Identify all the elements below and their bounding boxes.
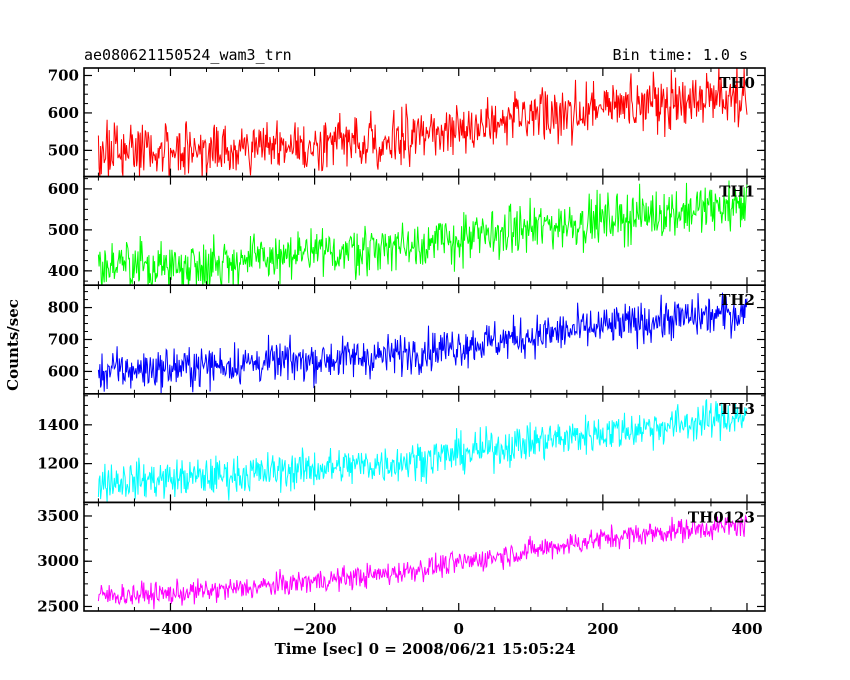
y-tick-label: 2500 <box>37 597 79 615</box>
x-tick-label: −200 <box>293 620 337 638</box>
y-tick-label: 800 <box>48 299 79 317</box>
panel-frame <box>83 501 766 612</box>
y-tick-label: 600 <box>48 180 79 198</box>
x-tick-label: 400 <box>731 620 762 638</box>
panel-label-th0: TH0 <box>719 74 755 92</box>
series-line-th1 <box>97 180 748 286</box>
y-tick-label: 500 <box>48 141 79 159</box>
y-axis-label: Counts/sec <box>4 299 22 391</box>
panels-group: 500 600 700 TH0 400 500 600 TH1 600 700 800 TH2 1200… <box>37 66 766 638</box>
series-line-th0 <box>97 68 748 177</box>
bin-time-label: Bin time: 1.0 s <box>613 46 748 64</box>
y-tick-label: 600 <box>48 362 79 380</box>
panel-th0123: 2500 3000 3500 TH0123 <box>37 501 766 615</box>
panel-label-th0123: TH0123 <box>688 508 755 526</box>
series-line-th0123 <box>97 514 748 610</box>
x-tick-label: 0 <box>454 620 464 638</box>
panel-label-th1: TH1 <box>719 183 755 201</box>
panel-frame <box>83 284 766 395</box>
panel-th1: 400 500 600 TH1 <box>48 175 766 287</box>
panel-th2: 600 700 800 TH2 <box>48 284 766 395</box>
y-tick-label: 3000 <box>37 552 79 570</box>
y-tick-label: 600 <box>48 104 79 122</box>
y-tick-label: 1200 <box>37 455 79 473</box>
x-tick-label: 200 <box>587 620 618 638</box>
series-line-th2 <box>97 292 748 394</box>
chart-title: ae080621150524_wam3_trn <box>84 46 292 64</box>
y-tick-label: 1400 <box>37 416 79 434</box>
x-tick-label: −400 <box>149 620 193 638</box>
y-tick-label: 700 <box>48 66 79 84</box>
y-tick-label: 3500 <box>37 507 79 525</box>
series-line-th3 <box>97 399 748 503</box>
x-axis-label: Time [sec] 0 = 2008/06/21 15:05:24 <box>275 640 576 658</box>
panel-label-th3: TH3 <box>719 400 755 418</box>
y-tick-label: 400 <box>48 262 79 280</box>
panel-label-th2: TH2 <box>719 291 755 309</box>
panel-th3: 1200 1400 TH3 <box>37 392 766 504</box>
panel-th0: 500 600 700 TH0 <box>48 66 766 178</box>
y-tick-label: 500 <box>48 221 79 239</box>
y-tick-label: 700 <box>48 331 79 349</box>
